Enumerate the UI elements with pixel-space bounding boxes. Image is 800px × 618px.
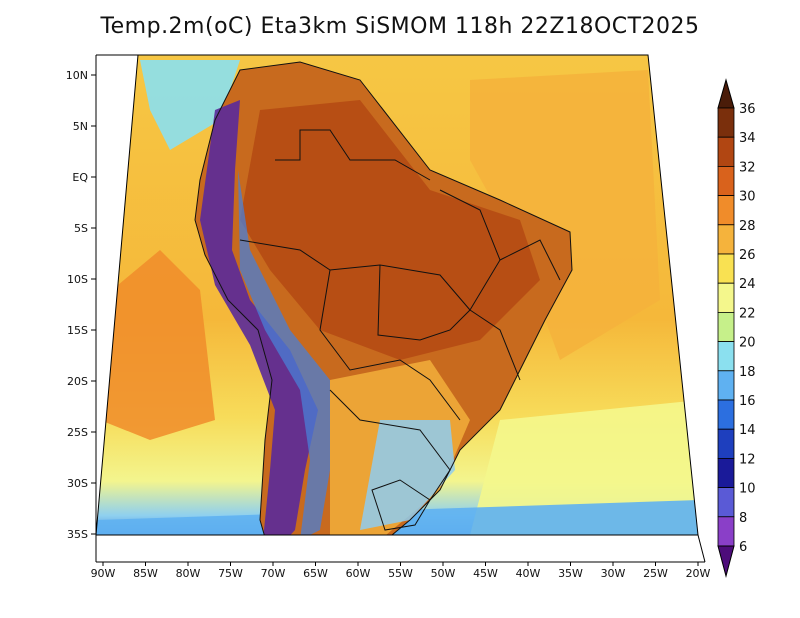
colorbar-label: 22 [739,306,756,321]
lat-label: 10S [67,273,88,286]
lon-label: 35W [558,567,583,580]
colorbar-label: 30 [739,190,756,205]
lon-label: 45W [473,567,498,580]
colorbar-segment [717,370,735,401]
longitude-axis: 90W 85W 80W 75W 70W 65W 60W 55W 50W 45W 40W 35W 30W 2… [91,562,711,580]
lon-label: 25W [643,567,668,580]
pacific-cool-zone [140,60,240,150]
colorbar-segment [717,341,735,372]
lat-label: 35S [67,528,88,541]
atlantic-warm-zone [470,70,660,360]
colorbar-segment [717,311,735,342]
colorbar-top-arrow [717,78,735,109]
colorbar-segment [717,136,735,167]
amazon-hot-zone [240,100,540,360]
latitude-axis: 10N 5N EQ 5S 10S 15S 20S 25S 30S 35S [66,69,96,541]
colorbar-segment [717,253,735,284]
lat-label: 5S [74,222,88,235]
colorbar-segment [717,224,735,255]
lat-label: 20S [67,375,88,388]
map-title: Temp.2m(oC) Eta3km SiSMOM 118h 22Z18OCT2… [100,14,700,39]
lon-label: 40W [516,567,541,580]
colorbar-label: 16 [739,394,756,409]
lat-label: EQ [72,171,88,184]
lat-label: 5N [73,120,88,133]
south-cool-zone [360,420,455,530]
lon-label: 90W [91,567,116,580]
colorbar-label: 10 [739,482,756,497]
lon-label: 85W [133,567,158,580]
colorbar-label: 24 [739,277,756,292]
lon-label: 70W [261,567,286,580]
map-field [96,55,698,535]
colorbar-segment [717,107,735,138]
pacific-warm-zone [100,250,215,440]
lon-label: 50W [431,567,456,580]
colorbar-bottom-arrow [717,545,735,578]
lon-label: 60W [346,567,371,580]
lat-label: 10N [66,69,88,82]
colorbar-label: 6 [739,540,747,555]
colorbar-label: 28 [739,219,756,234]
lat-label: 30S [67,477,88,490]
colorbar-segment [717,399,735,430]
colorbar-segment [717,282,735,313]
country-borders [194,61,573,535]
frame-right [697,534,706,563]
colorbar-label: 34 [739,131,756,146]
colorbar-segment [717,457,735,488]
lat-label: 25S [67,426,88,439]
colorbar-segment [717,516,735,547]
lon-label: 65W [303,567,328,580]
lon-label: 80W [176,567,201,580]
colorbar-label: 26 [739,248,756,263]
lon-label: 55W [388,567,413,580]
andes-flank [238,170,330,535]
colorbar-segment [717,165,735,196]
andes-ridge [200,100,318,535]
colorbar-label: 12 [739,452,756,467]
colorbar-label: 14 [739,423,756,438]
colorbar-label: 18 [739,365,756,380]
lon-label: 30W [601,567,626,580]
colorbar-segment [717,428,735,459]
lon-label: 75W [218,567,243,580]
colorbar-label: 20 [739,336,756,351]
colorbar: 36 34 32 30 28 26 24 22 20 18 16 14 12 10 8 6 [717,78,756,578]
atlantic-cool-zone [470,400,698,535]
lon-label: 20W [686,567,711,580]
lat-label: 15S [67,324,88,337]
colorbar-segment [717,487,735,518]
colorbar-segment [717,195,735,226]
colorbar-label: 36 [739,102,756,117]
colorbar-label: 8 [739,511,747,526]
colorbar-label: 32 [739,160,756,175]
